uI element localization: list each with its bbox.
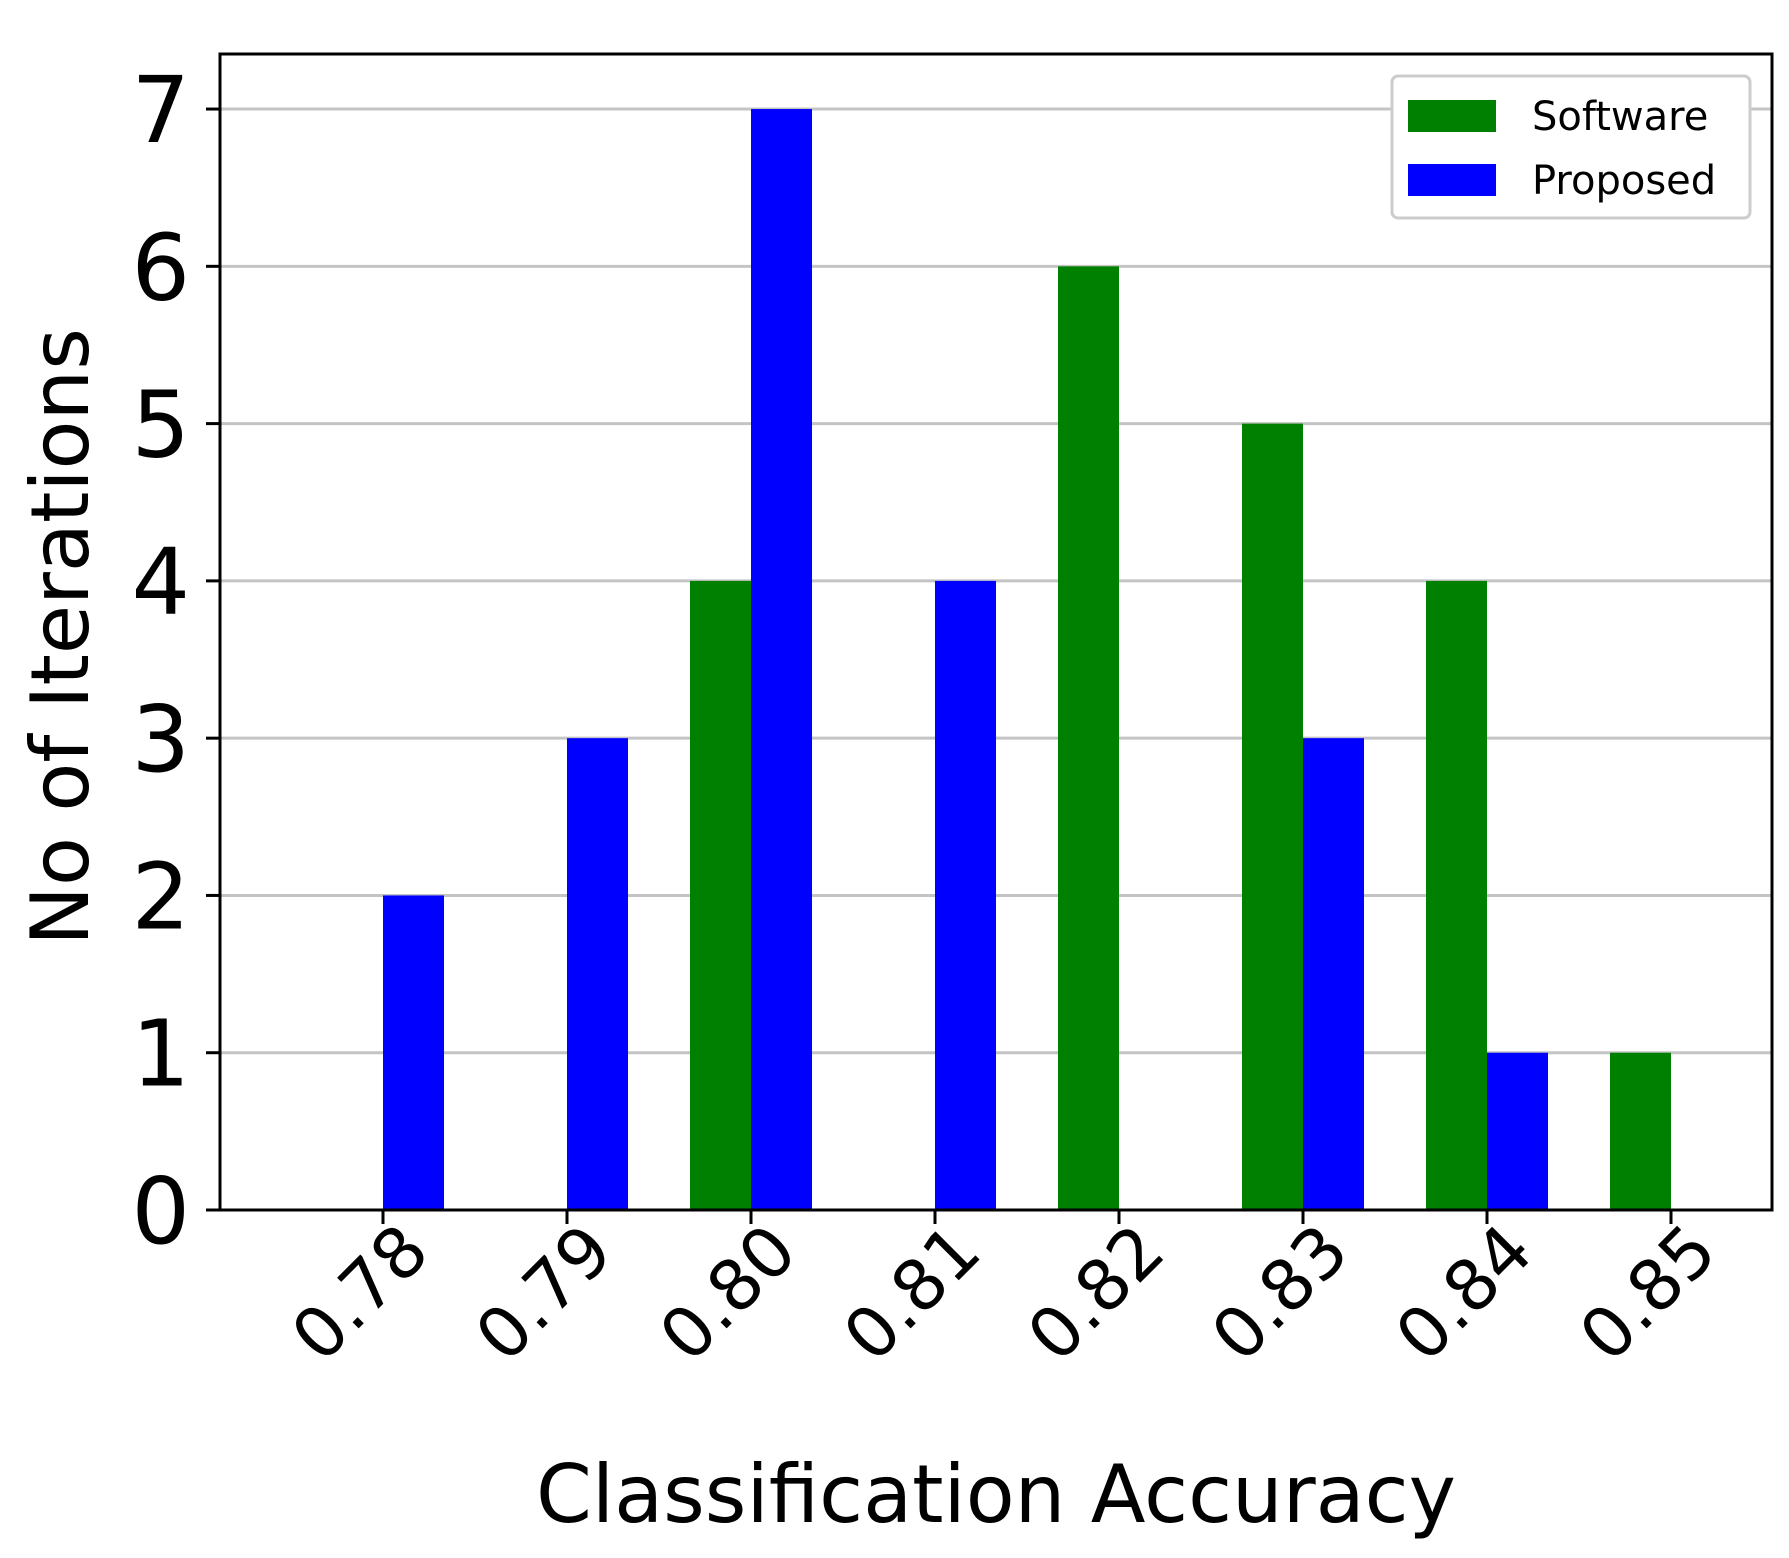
bar-proposed-0.80 — [751, 109, 812, 1211]
y-axis-label: No of Iterations — [14, 328, 107, 946]
bar-proposed-0.81 — [935, 580, 996, 1210]
legend-swatch-software — [1408, 100, 1496, 132]
y-axis: 0 1 2 3 4 5 6 7 — [131, 57, 220, 1265]
y-tick-label: 0 — [131, 1158, 190, 1265]
bars — [383, 109, 1671, 1211]
y-tick-label: 6 — [131, 214, 190, 321]
bar-software-0.83 — [1242, 423, 1303, 1210]
y-tick-label: 3 — [131, 686, 190, 793]
x-axis-label: Classification Accuracy — [536, 1448, 1456, 1541]
legend-label-proposed: Proposed — [1532, 158, 1716, 204]
legend: Software Proposed — [1390, 74, 1752, 220]
y-tick-label: 4 — [131, 529, 190, 636]
bar-proposed-0.79 — [567, 738, 628, 1210]
bar-proposed-0.84 — [1487, 1052, 1548, 1210]
legend-swatch-proposed — [1408, 164, 1496, 196]
y-tick-label: 1 — [131, 1001, 190, 1108]
bar-software-0.85 — [1610, 1052, 1671, 1210]
bar-proposed-0.83 — [1303, 738, 1364, 1210]
bar-proposed-0.78 — [383, 895, 444, 1210]
plot-frame — [218, 52, 1774, 1212]
y-tick-label: 5 — [131, 372, 190, 479]
bar-software-0.82 — [1058, 266, 1119, 1210]
y-tick-label: 2 — [131, 843, 190, 950]
bar-software-0.84 — [1426, 580, 1487, 1210]
y-tick-label: 7 — [131, 57, 190, 164]
bar-software-0.80 — [690, 580, 751, 1210]
legend-label-software: Software — [1532, 94, 1708, 140]
